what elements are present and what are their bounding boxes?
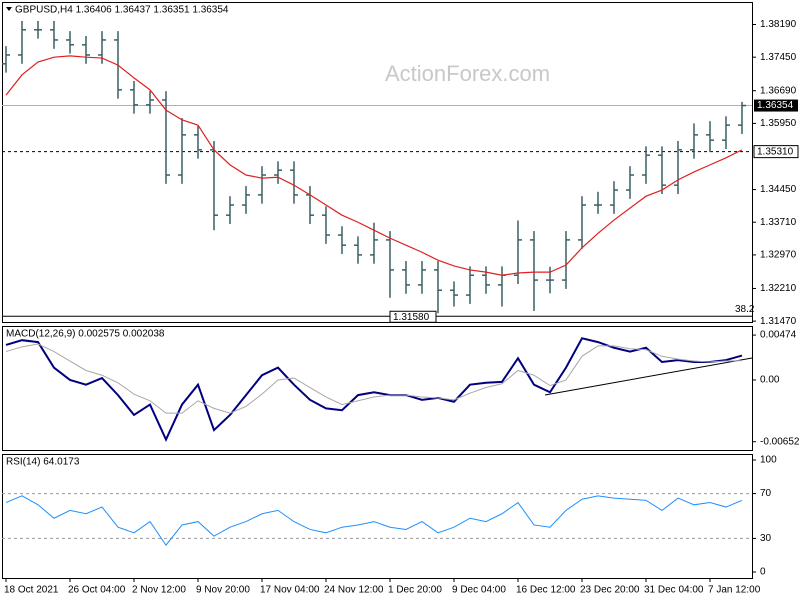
y-tick-label: 1.38190	[760, 19, 797, 30]
last-price-label: 1.36354	[757, 100, 794, 111]
macd-panel	[2, 326, 753, 451]
rsi-panel	[2, 454, 753, 579]
macd-trendline	[544, 357, 753, 396]
y-tick-label: 1.33710	[760, 217, 797, 228]
x-tick-label: 23 Dec 20:00	[580, 585, 640, 596]
x-tick-label: 31 Dec 04:00	[644, 585, 704, 596]
macd-title: MACD(12,26,9) 0.002575 0.002038	[6, 329, 165, 340]
y-tick-label: 70	[760, 488, 772, 499]
line-series	[5, 495, 743, 546]
y-tick-label: 1.32970	[760, 250, 797, 261]
line-series	[5, 343, 743, 414]
x-tick-label: 16 Dec 12:00	[516, 585, 576, 596]
watermark: ActionForex.com	[385, 61, 550, 86]
y-tick-label: 1.35950	[760, 118, 797, 129]
collapse-icon	[6, 7, 12, 11]
y-tick-label: 1.34450	[760, 184, 797, 195]
y-tick-label: 1.37450	[760, 52, 797, 63]
y-tick-label: -0.006526	[760, 436, 800, 447]
y-tick-label: 0	[760, 567, 766, 578]
fib-price-label: 1.31580	[393, 312, 430, 323]
x-tick-label: 18 Oct 2021	[4, 585, 59, 596]
y-tick-label: 1.32210	[760, 283, 797, 294]
x-tick-label: 9 Nov 20:00	[196, 585, 250, 596]
line-series	[5, 55, 743, 276]
y-tick-label: 30	[760, 533, 772, 544]
x-tick-label: 1 Dec 20:00	[388, 585, 442, 596]
y-tick-label: 100	[760, 455, 777, 466]
y-tick-label: 0.00474	[760, 330, 797, 341]
fib-ratio-label: 38.2	[735, 304, 755, 315]
level-label: 1.35310	[757, 146, 794, 157]
x-tick-label: 9 Dec 04:00	[452, 585, 506, 596]
main-panel	[2, 2, 753, 323]
plot-layer: 1.38190 1.37450 1.36690 1.35950 1.34450 1.337…	[2, 19, 800, 596]
main-title: GBPUSD,H4 1.36406 1.36437 1.36351 1.3635…	[15, 5, 229, 16]
y-tick-label: 0.00	[760, 375, 780, 386]
x-tick-label: 2 Nov 12:00	[132, 585, 186, 596]
x-tick-label: 24 Nov 12:00	[324, 585, 384, 596]
last-price-box	[754, 99, 798, 112]
y-tick-label: 1.31470	[760, 316, 797, 327]
y-tick-label: 1.36690	[760, 85, 797, 96]
rsi-title: RSI(14) 64.0173	[6, 457, 80, 468]
x-tick-label: 26 Oct 04:00	[68, 585, 126, 596]
fib-label-box	[389, 310, 437, 323]
level-label-box	[753, 145, 799, 159]
x-tick-label: 7 Jan 12:00	[708, 585, 761, 596]
line-series	[5, 337, 743, 442]
x-tick-label: 17 Nov 04:00	[260, 585, 320, 596]
